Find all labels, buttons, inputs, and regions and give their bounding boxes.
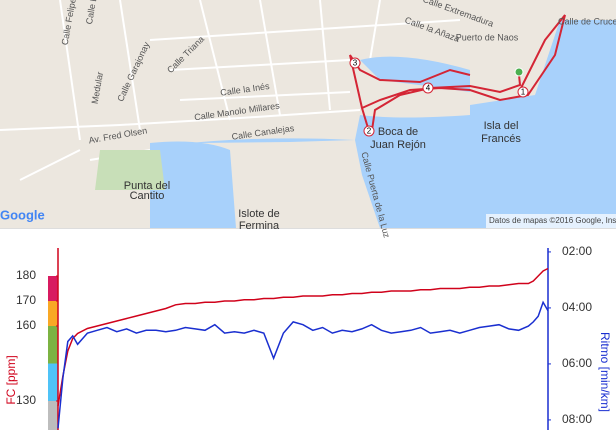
hr-zone: [48, 326, 58, 364]
route: [349, 14, 566, 132]
map-label: Boca de: [378, 126, 418, 138]
attribution-bg: [486, 214, 616, 228]
series-line: [57, 267, 549, 407]
map-label: Fermina: [239, 220, 280, 232]
map-park: [95, 150, 165, 190]
y-axis-title: FC [ppm]: [4, 355, 18, 404]
y2-tick-label: 08:00: [562, 412, 592, 426]
map-logo: Google: [0, 207, 45, 222]
y-tick-label: 170: [16, 293, 36, 307]
map-label: Puerto de Naos: [456, 32, 519, 42]
map-bay: [150, 141, 236, 228]
chart-panel: [0, 228, 616, 430]
route-marker: [349, 57, 361, 69]
hr-zone: [48, 301, 58, 326]
route-marker-label: 4: [426, 84, 431, 93]
route-marker: [422, 82, 434, 94]
map-islet: [347, 175, 363, 195]
route-start: [514, 67, 524, 77]
map-label: Punta del: [124, 180, 170, 192]
map-sea: [170, 20, 616, 228]
y2-tick-label: 02:00: [562, 244, 592, 258]
hr-zone: [48, 276, 58, 301]
map-harbor: [360, 56, 470, 92]
series-line: [57, 300, 549, 429]
hr-zone: [48, 401, 58, 430]
route-marker: [363, 125, 375, 137]
y-tick-label: 130: [16, 393, 36, 407]
map-attribution: Datos de mapas ©2016 Google, Inst: [489, 216, 616, 225]
y2-tick-label: 06:00: [562, 356, 592, 370]
y2-axis-title: Ritmo [min/km]: [598, 332, 612, 412]
map-label: Islote de: [238, 208, 280, 220]
map-label: Francés: [481, 133, 521, 145]
y-tick-label: 180: [16, 268, 36, 282]
y2-tick-label: 04:00: [562, 300, 592, 314]
route-marker: [517, 86, 529, 98]
route-marker-label: 1: [521, 88, 526, 97]
map-label: Juan Rejón: [370, 139, 426, 151]
map-label: Cantito: [130, 190, 165, 202]
hr-zone: [48, 363, 58, 401]
map-label: Isla del: [484, 120, 519, 132]
y-tick-label: 160: [16, 318, 36, 332]
map-label: Calle de Cruces: [558, 16, 616, 26]
route-marker-label: 2: [367, 127, 372, 136]
route-marker-label: 3: [353, 59, 358, 68]
